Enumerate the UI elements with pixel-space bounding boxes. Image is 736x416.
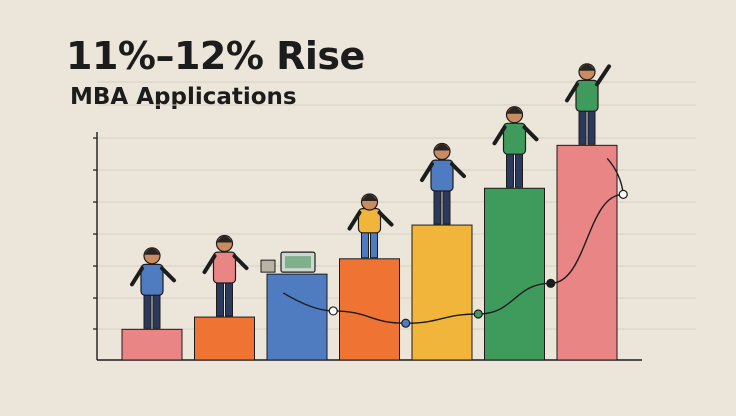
leg (587, 108, 596, 145)
person-with-briefcase-figure (420, 142, 466, 225)
leg (506, 151, 514, 188)
chart-title: 11%–12% Rise (66, 34, 365, 78)
torso (212, 251, 237, 284)
leg (370, 230, 378, 259)
arm (160, 266, 176, 283)
arm (232, 254, 249, 271)
trend-line-path (282, 157, 625, 324)
bar (339, 258, 400, 361)
trend-line-point (618, 189, 628, 199)
leg (442, 188, 451, 225)
bar (266, 273, 328, 361)
hair (361, 194, 378, 201)
arm (130, 266, 144, 287)
arm (420, 162, 434, 183)
leg (578, 108, 587, 145)
arm (377, 210, 394, 227)
trend-line-point (328, 306, 338, 316)
bar (121, 328, 183, 361)
figures (130, 63, 611, 329)
hair (506, 107, 523, 114)
leg (433, 188, 442, 225)
person-with-laptop-figure (202, 234, 249, 317)
torso (575, 79, 599, 112)
arm (522, 125, 539, 142)
arm (492, 125, 507, 146)
arm (450, 162, 466, 179)
woman-in-blue-suit-figure (130, 247, 176, 329)
arm (202, 254, 217, 275)
person-with-folder-figure (492, 106, 539, 188)
bar (411, 224, 473, 361)
trend-line-point (473, 309, 483, 319)
trend-line-point (546, 278, 556, 288)
bar (484, 187, 545, 361)
torso (502, 122, 527, 155)
chart-subtitle: MBA Applications (70, 84, 297, 110)
hair (579, 64, 595, 71)
hair (144, 248, 160, 255)
device-box (260, 259, 276, 273)
torso (357, 208, 382, 234)
hair (216, 236, 233, 243)
leg (216, 280, 224, 317)
leg (361, 230, 369, 259)
trend-line (282, 157, 628, 328)
leg (143, 292, 152, 329)
bar (194, 316, 255, 361)
laptop-display (285, 256, 311, 269)
trend-line-point (401, 318, 411, 328)
leg (515, 151, 523, 188)
bars (121, 144, 618, 361)
arm (347, 210, 362, 231)
laptop-device (260, 251, 316, 273)
leg (225, 280, 233, 317)
celebrating-person-figure (565, 63, 611, 145)
arm (595, 64, 611, 87)
arm (565, 82, 579, 103)
hair (434, 144, 450, 151)
seated-person-figure (347, 193, 394, 259)
leg (152, 292, 161, 329)
torso (140, 263, 164, 296)
bar (556, 144, 618, 361)
torso (430, 159, 454, 192)
